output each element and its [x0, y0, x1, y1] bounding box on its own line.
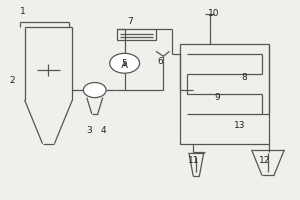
Text: 5: 5	[122, 59, 128, 68]
Text: 6: 6	[158, 57, 163, 66]
Text: 4: 4	[101, 126, 106, 135]
Text: 10: 10	[208, 9, 220, 18]
Circle shape	[83, 83, 106, 98]
Text: 1: 1	[20, 7, 26, 16]
Text: 3: 3	[86, 126, 92, 135]
Text: 11: 11	[188, 156, 199, 165]
Text: 12: 12	[259, 156, 271, 165]
Bar	[180, 44, 269, 144]
Text: 9: 9	[214, 93, 220, 102]
Bar	[117, 29, 156, 40]
Text: 7: 7	[128, 17, 134, 26]
Text: 13: 13	[234, 121, 245, 130]
Text: 8: 8	[241, 73, 247, 82]
Circle shape	[110, 53, 140, 73]
Text: 2: 2	[9, 76, 15, 85]
